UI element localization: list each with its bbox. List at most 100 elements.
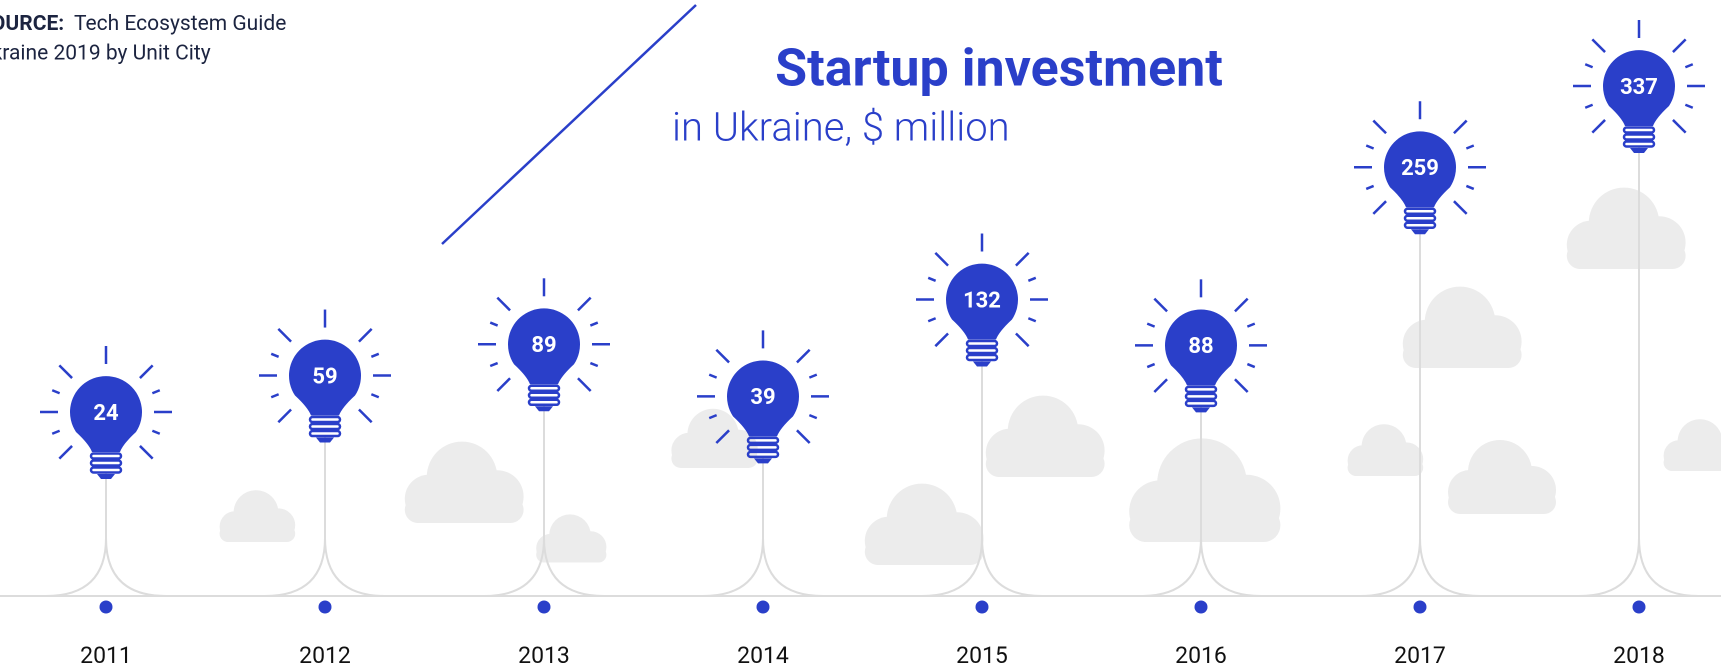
bulb-ray — [1366, 186, 1373, 189]
bulb-cap — [1630, 148, 1648, 153]
bulb-ray — [1466, 186, 1473, 189]
bulb-ray — [140, 365, 153, 378]
bulb-ray — [809, 375, 816, 378]
stem-curve — [265, 538, 385, 596]
cloud-part — [405, 497, 524, 523]
x-tick-label: 2015 — [956, 642, 1008, 669]
bulb-ray — [1147, 324, 1154, 327]
bulb-ray — [935, 333, 948, 346]
bulb-ray — [52, 390, 59, 393]
bulb-ray — [271, 394, 278, 397]
bulb-ray — [1585, 64, 1592, 67]
cloud — [405, 442, 524, 523]
stem-curve — [703, 538, 823, 596]
bulb-ray — [1028, 278, 1035, 281]
stem-curve — [1141, 538, 1261, 596]
bulb-ray — [1585, 105, 1592, 108]
chart-title: Startup investment — [775, 38, 1223, 99]
cloud-part — [986, 451, 1105, 477]
x-tick-label: 2018 — [1613, 642, 1665, 669]
cloud — [1129, 438, 1280, 542]
stem-curve — [46, 538, 166, 596]
bulb-ray — [359, 409, 372, 422]
year-dot — [1414, 601, 1427, 614]
cloud — [865, 484, 984, 565]
bulb-ray — [590, 363, 597, 366]
year-dot — [976, 601, 989, 614]
bulb-base — [1624, 142, 1654, 147]
chart-subtitle: in Ukraine, $ million — [672, 104, 1010, 151]
bulb-cap — [1192, 407, 1210, 412]
bulb-base — [310, 424, 340, 429]
value-label: 259 — [1401, 156, 1439, 181]
bulb-ray — [59, 365, 72, 378]
cloud — [1348, 424, 1424, 476]
bulb-ray — [1466, 146, 1473, 149]
bulb-ray — [1154, 299, 1167, 312]
x-tick-label: 2013 — [518, 642, 570, 669]
bulb: 88 — [1135, 279, 1267, 412]
bulb-ray — [490, 363, 497, 366]
bulb-ray — [578, 298, 591, 311]
bulb-ray — [1247, 364, 1254, 367]
bulb-base — [1405, 209, 1435, 214]
value-label: 39 — [750, 385, 775, 410]
bulb-ray — [152, 431, 159, 434]
value-label: 132 — [963, 288, 1001, 313]
bulb-base — [1624, 128, 1654, 133]
bulb-ray — [1685, 64, 1692, 67]
bulb-ray — [590, 323, 597, 326]
bulb-ray — [1154, 379, 1167, 392]
bulb-ray — [928, 318, 935, 321]
bulb-ray — [278, 329, 291, 342]
cloud-part — [1129, 508, 1280, 542]
year-dot — [757, 601, 770, 614]
bulb-ray — [371, 394, 378, 397]
cloud-part — [1567, 243, 1686, 269]
bulb-ray — [271, 354, 278, 357]
x-tick-label: 2016 — [1175, 642, 1227, 669]
bulb-ray — [928, 278, 935, 281]
bulb-ray — [59, 446, 72, 459]
source: SOURCE: Tech Ecosystem Guide — [0, 12, 286, 36]
bulb-ray — [278, 409, 291, 422]
bulb-base — [1186, 401, 1216, 406]
bulb-cap — [1411, 229, 1429, 234]
bulb-ray — [1685, 105, 1692, 108]
bulb-ray — [1016, 333, 1029, 346]
bulb: 259 — [1354, 101, 1486, 234]
year-dot — [1195, 601, 1208, 614]
source-line: Tech Ecosystem Guide — [74, 12, 286, 36]
bulb-ray — [1454, 121, 1467, 134]
bulb-ray — [709, 375, 716, 378]
bulb: 89 — [478, 278, 610, 411]
bulb-ray — [578, 378, 591, 391]
bulb-ray — [1247, 324, 1254, 327]
bulb-ray — [716, 350, 729, 363]
bulb-ray — [1028, 318, 1035, 321]
bulb-base — [91, 461, 121, 466]
bulb-ray — [490, 323, 497, 326]
value-label: 59 — [312, 364, 337, 389]
bulb-ray — [52, 431, 59, 434]
bulb-ray — [1366, 146, 1373, 149]
bulb: 24 — [40, 346, 172, 479]
cloud — [1448, 440, 1556, 514]
bulb-base — [529, 400, 559, 405]
bulb-ray — [1235, 379, 1248, 392]
bulb-base — [529, 386, 559, 391]
value-label: 89 — [531, 333, 556, 358]
bulb-ray — [1673, 120, 1686, 133]
bulb-ray — [1147, 364, 1154, 367]
bulb-ray — [140, 446, 153, 459]
year-dot — [1633, 601, 1646, 614]
bulb-base — [967, 348, 997, 353]
cloud-part — [1348, 459, 1424, 476]
source-line: Ukraine 2019 by Unit City — [0, 42, 211, 66]
source-label: SOURCE: — [0, 12, 64, 36]
bulb-base — [310, 431, 340, 436]
bulb-ray — [1016, 253, 1029, 266]
cloud-part — [865, 539, 984, 565]
x-tick-label: 2014 — [737, 642, 789, 669]
cloud-part — [1664, 454, 1721, 471]
